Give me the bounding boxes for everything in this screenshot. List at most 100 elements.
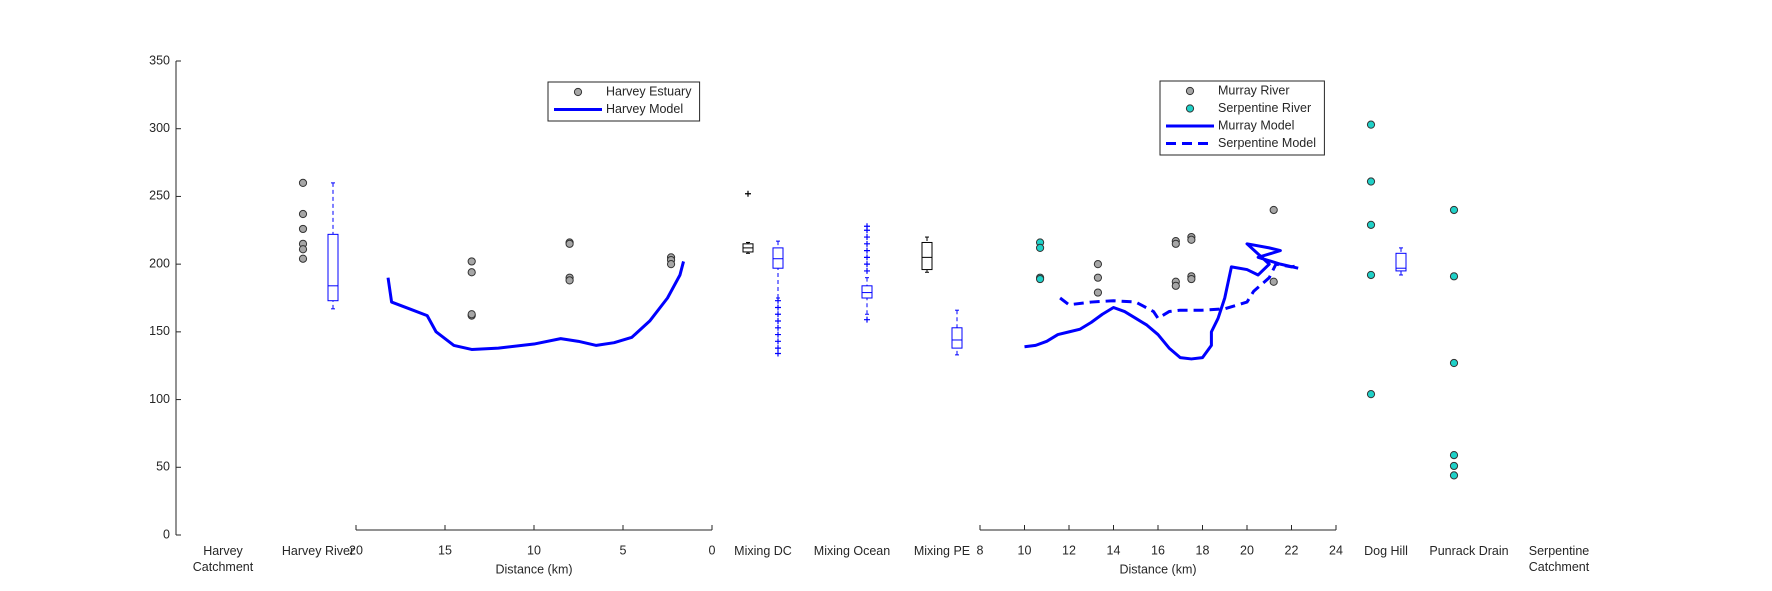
legend-label: Serpentine Model: [1218, 136, 1316, 150]
data-point: [1093, 288, 1103, 297]
data-point: [1035, 274, 1045, 284]
x-tick-label: 22: [1285, 543, 1299, 557]
outlier: [775, 350, 781, 357]
legend-label: Murray River: [1218, 83, 1290, 97]
legend-marker: [1185, 104, 1195, 113]
legend-marker: [1185, 86, 1195, 96]
x-tick-label: 16: [1151, 543, 1165, 557]
category-label: Punrack Drain: [1429, 544, 1509, 558]
x-tick-label: 20: [1240, 543, 1254, 557]
y-tick-label: 350: [149, 53, 170, 67]
data-point: [467, 310, 476, 319]
legend-label: Serpentine River: [1218, 101, 1311, 115]
outlier: [775, 324, 781, 331]
data-point: [1449, 205, 1459, 215]
data-point: [666, 260, 676, 269]
x-tick-label: 5: [620, 543, 627, 557]
x-tick-label: 0: [709, 543, 716, 557]
data-point: [1093, 273, 1103, 282]
data-point: [467, 257, 476, 266]
legend-marker: [573, 87, 583, 97]
data-point: [1366, 390, 1376, 399]
category-label: Harvey Catchment: [192, 544, 254, 574]
legend-label: Harvey Estuary: [606, 84, 692, 98]
y-tick-label: 50: [156, 460, 170, 474]
x-tick-label: 10: [1018, 543, 1032, 557]
outlier: [864, 254, 870, 261]
x-tick-label: 24: [1329, 543, 1343, 557]
category-label: Mixing Ocean: [813, 544, 891, 558]
box: [951, 327, 963, 349]
model-line: [1024, 242, 1299, 361]
outlier: [775, 311, 781, 318]
data-point: [467, 268, 476, 277]
x-axis-label: Distance (km): [1119, 562, 1196, 576]
data-point: [1449, 461, 1459, 471]
model-line: [1059, 262, 1299, 320]
y-tick-label: 300: [149, 121, 170, 135]
category-label: Dog Hill: [1364, 544, 1408, 558]
y-tick-label: 200: [149, 256, 170, 270]
outlier: [775, 297, 781, 304]
x-tick-label: 8: [977, 543, 984, 557]
data-point: [1449, 272, 1459, 281]
box: [861, 285, 873, 299]
legend-label: Murray Model: [1218, 118, 1294, 132]
data-point: [1035, 243, 1045, 252]
data-point: [298, 209, 308, 219]
data-point: [298, 254, 308, 263]
data-point: [1187, 274, 1196, 284]
model-line: [386, 261, 685, 351]
box: [1395, 252, 1407, 272]
box: [772, 247, 784, 269]
outlier: [775, 345, 781, 352]
category-label: Harvey River: [281, 544, 355, 558]
box: [921, 241, 933, 271]
x-tick-label: 15: [438, 543, 452, 557]
data-point: [1449, 471, 1459, 480]
outlier: [864, 247, 870, 254]
data-point: [1269, 277, 1278, 286]
outlier: [775, 331, 781, 338]
x-axis-label: Distance (km): [495, 562, 572, 576]
outlier: [864, 223, 870, 230]
outlier: [775, 338, 781, 345]
y-tick-label: 0: [163, 527, 170, 541]
outlier: [864, 261, 870, 268]
outlier: [864, 316, 870, 323]
category-label: Mixing PE: [913, 544, 971, 558]
outlier: [775, 304, 781, 311]
data-point: [1171, 239, 1180, 248]
data-point: [1366, 177, 1376, 186]
x-tick-label: 12: [1062, 543, 1076, 557]
outlier: [745, 190, 751, 197]
data-point: [565, 239, 574, 248]
category-label: Mixing DC: [734, 544, 792, 558]
data-point: [1093, 260, 1103, 269]
outlier: [864, 234, 870, 241]
legend-label: Harvey Model: [606, 102, 683, 116]
data-point: [1366, 220, 1376, 229]
data-point: [1366, 120, 1376, 129]
legend-box: [547, 81, 701, 122]
x-tick-label: 10: [527, 543, 541, 557]
data-point: [1187, 235, 1196, 244]
category-label: Serpentine Catchment: [1528, 544, 1590, 574]
data-point: [1449, 450, 1459, 460]
outlier: [864, 267, 870, 274]
x-tick-label: 20: [349, 543, 363, 557]
data-point: [298, 224, 308, 234]
outlier: [775, 318, 781, 325]
outlier: [864, 240, 870, 247]
data-point: [1171, 281, 1180, 290]
data-point: [1269, 205, 1278, 215]
data-point: [565, 276, 574, 285]
data-point: [298, 178, 308, 187]
data-point: [1366, 270, 1376, 280]
y-tick-label: 250: [149, 189, 170, 203]
y-tick-label: 150: [149, 324, 170, 338]
data-point: [298, 245, 308, 254]
data-point: [1449, 358, 1459, 368]
